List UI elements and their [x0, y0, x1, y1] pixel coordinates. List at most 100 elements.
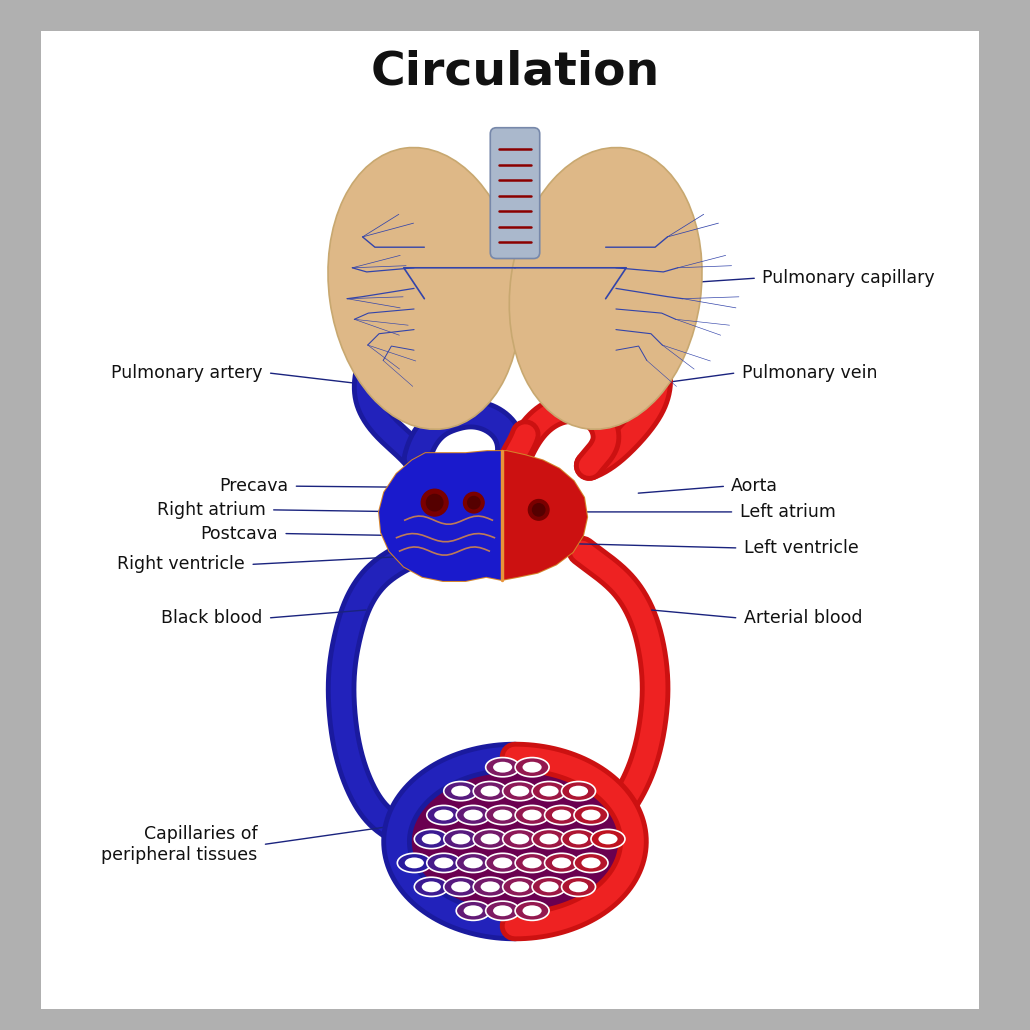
- Ellipse shape: [421, 882, 441, 892]
- Polygon shape: [502, 451, 587, 580]
- Ellipse shape: [581, 810, 600, 821]
- Ellipse shape: [515, 757, 549, 777]
- Ellipse shape: [533, 878, 566, 896]
- Text: Arterial blood: Arterial blood: [744, 609, 862, 627]
- Ellipse shape: [464, 858, 483, 868]
- Ellipse shape: [451, 833, 471, 845]
- Ellipse shape: [451, 786, 471, 796]
- Ellipse shape: [397, 757, 633, 926]
- Ellipse shape: [473, 878, 507, 896]
- Ellipse shape: [414, 829, 448, 849]
- Ellipse shape: [444, 829, 478, 849]
- Text: Right ventricle: Right ventricle: [117, 555, 245, 574]
- Ellipse shape: [503, 829, 537, 849]
- Ellipse shape: [540, 833, 558, 845]
- Ellipse shape: [522, 762, 542, 772]
- Circle shape: [421, 489, 448, 516]
- Ellipse shape: [561, 829, 595, 849]
- Ellipse shape: [473, 782, 507, 800]
- Ellipse shape: [435, 810, 453, 821]
- Ellipse shape: [561, 878, 595, 896]
- Ellipse shape: [456, 853, 490, 872]
- Ellipse shape: [510, 833, 529, 845]
- Ellipse shape: [515, 805, 549, 825]
- Ellipse shape: [444, 878, 478, 896]
- Polygon shape: [379, 451, 587, 581]
- Ellipse shape: [481, 786, 500, 796]
- Ellipse shape: [510, 786, 529, 796]
- Ellipse shape: [405, 858, 424, 868]
- Ellipse shape: [540, 786, 558, 796]
- Ellipse shape: [522, 810, 542, 821]
- Ellipse shape: [414, 878, 448, 896]
- Ellipse shape: [522, 905, 542, 917]
- Ellipse shape: [503, 782, 537, 800]
- Text: Pulmonary artery: Pulmonary artery: [111, 364, 263, 382]
- Text: Pulmonary vein: Pulmonary vein: [742, 364, 878, 382]
- Text: Right atrium: Right atrium: [157, 501, 266, 519]
- FancyBboxPatch shape: [41, 31, 978, 1009]
- Ellipse shape: [426, 805, 460, 825]
- Text: Postcava: Postcava: [201, 524, 278, 543]
- Ellipse shape: [486, 853, 520, 872]
- Ellipse shape: [591, 829, 625, 849]
- Ellipse shape: [569, 833, 588, 845]
- Ellipse shape: [486, 757, 520, 777]
- Text: Circulation: Circulation: [371, 49, 659, 95]
- Ellipse shape: [581, 858, 600, 868]
- Circle shape: [533, 504, 545, 516]
- Ellipse shape: [598, 833, 618, 845]
- Polygon shape: [379, 451, 502, 581]
- Ellipse shape: [456, 805, 490, 825]
- Ellipse shape: [510, 882, 529, 892]
- Ellipse shape: [533, 829, 566, 849]
- Ellipse shape: [481, 882, 500, 892]
- Ellipse shape: [456, 901, 490, 921]
- Ellipse shape: [552, 858, 571, 868]
- Ellipse shape: [486, 805, 520, 825]
- Ellipse shape: [481, 833, 500, 845]
- Ellipse shape: [552, 810, 571, 821]
- Text: Pulmonary capillary: Pulmonary capillary: [762, 269, 935, 287]
- Ellipse shape: [545, 853, 579, 872]
- Ellipse shape: [451, 882, 471, 892]
- Text: Left ventricle: Left ventricle: [744, 539, 858, 557]
- Ellipse shape: [533, 782, 566, 800]
- Circle shape: [464, 492, 484, 513]
- Ellipse shape: [515, 901, 549, 921]
- Ellipse shape: [545, 805, 579, 825]
- Ellipse shape: [574, 853, 608, 872]
- Text: Aorta: Aorta: [731, 477, 779, 495]
- Circle shape: [468, 496, 480, 509]
- Ellipse shape: [561, 782, 595, 800]
- Ellipse shape: [435, 858, 453, 868]
- Ellipse shape: [444, 782, 478, 800]
- FancyBboxPatch shape: [490, 128, 540, 259]
- Ellipse shape: [426, 853, 460, 872]
- Ellipse shape: [493, 810, 512, 821]
- Ellipse shape: [464, 905, 483, 917]
- Text: Black blood: Black blood: [162, 609, 263, 627]
- Ellipse shape: [328, 147, 521, 430]
- Ellipse shape: [493, 858, 512, 868]
- Ellipse shape: [421, 833, 441, 845]
- Ellipse shape: [493, 762, 512, 772]
- Ellipse shape: [569, 882, 588, 892]
- Ellipse shape: [486, 901, 520, 921]
- Ellipse shape: [569, 786, 588, 796]
- Text: Capillaries of
peripheral tissues: Capillaries of peripheral tissues: [101, 825, 258, 864]
- Ellipse shape: [515, 853, 549, 872]
- Ellipse shape: [398, 853, 432, 872]
- Ellipse shape: [503, 878, 537, 896]
- Circle shape: [426, 494, 443, 511]
- Text: Left atrium: Left atrium: [740, 503, 835, 521]
- Ellipse shape: [540, 882, 558, 892]
- Ellipse shape: [509, 147, 702, 430]
- Text: Precava: Precava: [219, 477, 288, 495]
- Circle shape: [528, 500, 549, 520]
- Ellipse shape: [464, 810, 483, 821]
- Ellipse shape: [522, 858, 542, 868]
- Ellipse shape: [493, 905, 512, 917]
- Ellipse shape: [574, 805, 608, 825]
- Ellipse shape: [473, 829, 507, 849]
